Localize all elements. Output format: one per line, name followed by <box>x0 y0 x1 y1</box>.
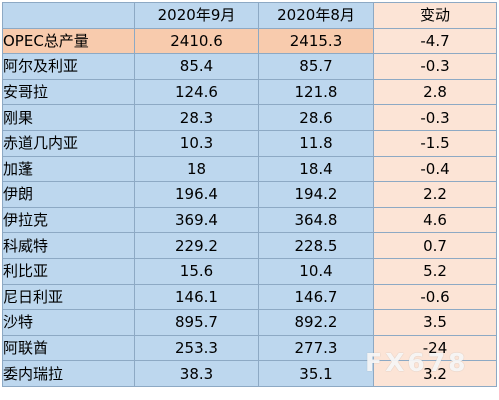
header-cell-change: 变动 <box>373 2 497 29</box>
header-cell-blank <box>2 2 135 29</box>
country-name-cell: 阿联酋 <box>2 334 135 362</box>
table-row: 科威特 229.2 228.5 0.7 <box>2 232 497 259</box>
change-value-cell: -0.3 <box>373 53 497 80</box>
change-value-cell: -24 <box>373 334 497 362</box>
sep-value-cell: 18 <box>134 155 259 183</box>
header-row: 2020年9月 2020年8月 变动 <box>2 2 497 29</box>
change-value-cell: 3.5 <box>373 309 497 336</box>
aug-value-cell: 35.1 <box>258 360 374 387</box>
table-row: 沙特 895.7 892.2 3.5 <box>2 309 497 336</box>
sep-value-cell: 28.3 <box>134 104 259 131</box>
aug-value-cell: 277.3 <box>258 334 374 362</box>
country-name-cell: 利比亚 <box>2 257 135 285</box>
country-name-cell: 科威特 <box>2 232 135 259</box>
aug-value-cell: 121.8 <box>258 78 374 106</box>
sep-value-cell: 124.6 <box>134 78 259 106</box>
country-name-cell: 安哥拉 <box>2 78 135 106</box>
change-value-cell: 3.2 <box>373 360 497 387</box>
sep-value-cell: 196.4 <box>134 181 259 208</box>
table-row: 刚果 28.3 28.6 -0.3 <box>2 104 497 131</box>
aug-value-cell: 85.7 <box>258 53 374 80</box>
table-row: OPEC总产量 2410.6 2415.3 -4.7 <box>2 27 497 55</box>
table-row: 伊拉克 369.4 364.8 4.6 <box>2 206 497 234</box>
table-row: 赤道几内亚 10.3 11.8 -1.5 <box>2 129 497 157</box>
sep-value-cell: 85.4 <box>134 53 259 80</box>
country-name-cell: 赤道几内亚 <box>2 129 135 157</box>
sep-value-cell: 253.3 <box>134 334 259 362</box>
sep-value-cell: 38.3 <box>134 360 259 387</box>
header-cell-aug-2020: 2020年8月 <box>258 2 374 29</box>
aug-value-cell: 146.7 <box>258 283 374 311</box>
change-value-cell: 2.2 <box>373 181 497 208</box>
sep-value-cell: 15.6 <box>134 257 259 285</box>
change-value-cell: -4.7 <box>373 27 497 55</box>
sep-value-cell: 895.7 <box>134 309 259 336</box>
sep-value-cell: 10.3 <box>134 129 259 157</box>
aug-value-cell: 11.8 <box>258 129 374 157</box>
country-name-cell: 加蓬 <box>2 155 135 183</box>
aug-value-cell: 892.2 <box>258 309 374 336</box>
country-name-cell: 委内瑞拉 <box>2 360 135 387</box>
sep-value-cell: 2410.6 <box>134 27 259 55</box>
change-value-cell: -0.3 <box>373 104 497 131</box>
country-name-cell: 伊朗 <box>2 181 135 208</box>
table-row: 阿联酋 253.3 277.3 -24 <box>2 334 497 362</box>
country-name-cell: 阿尔及利亚 <box>2 53 135 80</box>
sep-value-cell: 229.2 <box>134 232 259 259</box>
table-row: 尼日利亚 146.1 146.7 -0.6 <box>2 283 497 311</box>
change-value-cell: -0.6 <box>373 283 497 311</box>
country-name-cell: 伊拉克 <box>2 206 135 234</box>
aug-value-cell: 2415.3 <box>258 27 374 55</box>
aug-value-cell: 364.8 <box>258 206 374 234</box>
opec-production-table: 2020年9月 2020年8月 变动 OPEC总产量 2410.6 2415.3… <box>2 2 497 387</box>
change-value-cell: -0.4 <box>373 155 497 183</box>
aug-value-cell: 28.6 <box>258 104 374 131</box>
aug-value-cell: 18.4 <box>258 155 374 183</box>
aug-value-cell: 10.4 <box>258 257 374 285</box>
sep-value-cell: 146.1 <box>134 283 259 311</box>
country-name-cell: 尼日利亚 <box>2 283 135 311</box>
country-name-cell: 刚果 <box>2 104 135 131</box>
table-row: 加蓬 18 18.4 -0.4 <box>2 155 497 183</box>
country-name-cell: 沙特 <box>2 309 135 336</box>
table-row: 阿尔及利亚 85.4 85.7 -0.3 <box>2 53 497 80</box>
table-row: 委内瑞拉 38.3 35.1 3.2 <box>2 360 497 387</box>
table-row: 伊朗 196.4 194.2 2.2 <box>2 181 497 208</box>
country-name-cell: OPEC总产量 <box>2 27 135 55</box>
change-value-cell: 0.7 <box>373 232 497 259</box>
change-value-cell: -1.5 <box>373 129 497 157</box>
aug-value-cell: 228.5 <box>258 232 374 259</box>
sep-value-cell: 369.4 <box>134 206 259 234</box>
aug-value-cell: 194.2 <box>258 181 374 208</box>
change-value-cell: 2.8 <box>373 78 497 106</box>
table-row: 利比亚 15.6 10.4 5.2 <box>2 257 497 285</box>
table-row: 安哥拉 124.6 121.8 2.8 <box>2 78 497 106</box>
header-cell-sep-2020: 2020年9月 <box>134 2 259 29</box>
change-value-cell: 4.6 <box>373 206 497 234</box>
change-value-cell: 5.2 <box>373 257 497 285</box>
